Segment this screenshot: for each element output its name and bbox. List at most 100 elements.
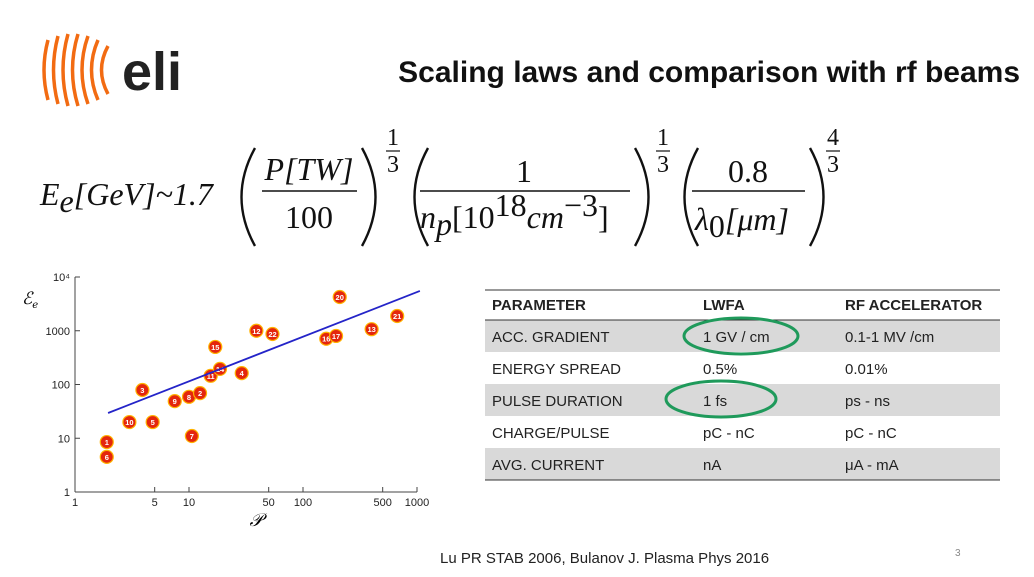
x-tick-label: 50	[263, 497, 275, 509]
point-label: 3	[140, 386, 144, 395]
point-label: 10	[125, 418, 133, 427]
point	[122, 414, 137, 430]
point	[328, 328, 344, 344]
table-cell: pC - nC	[845, 425, 897, 442]
y-tick-label: 1	[64, 487, 70, 499]
table-cell: ps - ns	[845, 393, 890, 410]
point-label: 20	[336, 293, 344, 302]
x-tick-label: 1	[72, 497, 78, 509]
x-tick-label: 10	[183, 497, 195, 509]
table-cell: 0.01%	[845, 361, 888, 378]
paren	[360, 147, 377, 247]
fraction-den: λ0[μm]	[694, 201, 789, 244]
point	[364, 322, 379, 337]
point	[249, 323, 264, 338]
table-cell: PULSE DURATION	[492, 393, 623, 410]
point	[145, 414, 160, 430]
table-header: LWFA	[703, 297, 745, 314]
table-cell: 0.5%	[703, 361, 737, 378]
paren	[240, 147, 257, 247]
x-axis-label: 𝒫	[250, 510, 268, 531]
exp-den: 3	[387, 152, 399, 178]
point-label: 21	[393, 312, 401, 321]
x-tick-label: 500	[374, 497, 392, 509]
table-cell: ACC. GRADIENT	[492, 329, 610, 346]
highlight	[682, 316, 800, 356]
fraction-num: P[TW]	[264, 151, 354, 187]
formula-lhs: Ee[GeV]~1.7	[39, 176, 215, 219]
x-tick-label: 5	[152, 497, 158, 509]
fraction-den: 100	[285, 199, 333, 235]
scatter-chart: 1 5 10 50 100 500 1000110100100010⁴𝒫ℰe16103597…	[22, 272, 429, 531]
point	[332, 289, 347, 305]
point	[99, 449, 114, 464]
paren	[808, 147, 825, 247]
point-label: 16	[322, 335, 330, 344]
citation: Lu PR STAB 2006, Bulanov J. Plasma Phys …	[440, 550, 769, 567]
table-cell: pC - nC	[703, 425, 755, 442]
paren	[633, 147, 650, 247]
point-label: 1	[105, 438, 109, 447]
y-tick-label: 10⁴	[53, 272, 70, 284]
point-label: 4	[240, 369, 245, 378]
point	[135, 382, 150, 398]
exp-num: 1	[387, 125, 399, 151]
y-tick-label: 1000	[46, 326, 70, 338]
row-shade	[485, 384, 1000, 416]
y-tick-label: 100	[52, 380, 70, 392]
exp-den: 3	[657, 152, 669, 178]
fraction-num: 1	[516, 153, 532, 189]
y-tick-label: 10	[58, 433, 70, 445]
logo-text: eli	[122, 42, 182, 102]
page-number: 3	[955, 548, 961, 559]
paren	[683, 147, 700, 247]
y-axis-label: ℰe	[22, 289, 38, 311]
point	[208, 339, 223, 355]
table-cell: AVG. CURRENT	[492, 457, 604, 474]
point-label: 8	[187, 393, 191, 402]
fraction-num: 0.8	[728, 153, 768, 189]
row-shade	[485, 320, 1000, 352]
x-tick-label: 1000	[405, 497, 429, 509]
point-label: 12	[252, 327, 260, 336]
table-cell: μA - mA	[845, 457, 899, 474]
row-shade	[485, 448, 1000, 480]
table-cell: 1 GV / cm	[703, 329, 770, 346]
point-label: 15	[211, 343, 219, 352]
comparison-table: PARAMETER LWFA RF ACCELERATOR ACC. GRADIENT…	[485, 289, 1000, 481]
point	[99, 434, 114, 450]
point	[184, 428, 199, 444]
exp-num: 4	[827, 125, 839, 151]
table-header: PARAMETER	[492, 297, 586, 314]
exp-num: 1	[657, 125, 669, 151]
table-cell: 0.1-1 MV /cm	[845, 329, 934, 346]
point	[234, 365, 249, 381]
point-label: 2	[198, 389, 202, 398]
point-label: 6	[105, 453, 109, 462]
point-label: 17	[332, 332, 340, 341]
point-label: 22	[268, 330, 276, 339]
x-tick-label: 100	[294, 497, 312, 509]
formula: Ee[GeV]~1.7 P[TW] 100 1 3 1 np[1018cm−3]…	[39, 125, 840, 247]
point	[390, 308, 405, 324]
table-header: RF ACCELERATOR	[845, 297, 982, 314]
point-label: 7	[190, 432, 194, 441]
point-label: 5	[151, 418, 155, 427]
point	[265, 326, 280, 342]
fit-line	[107, 290, 421, 414]
exp-den: 3	[827, 152, 839, 178]
paren	[413, 147, 430, 247]
fraction-den: np[1018cm−3]	[420, 187, 609, 242]
table-cell: CHARGE/PULSE	[492, 425, 610, 442]
slide-title: Scaling laws and comparison with rf beam…	[398, 56, 1020, 89]
point-label: 9	[173, 397, 177, 406]
logo-mark	[42, 33, 110, 107]
table-cell: ENERGY SPREAD	[492, 361, 621, 378]
highlight	[664, 379, 778, 419]
point-label: 11	[207, 372, 215, 381]
table-cell: 1 fs	[703, 393, 727, 410]
point	[192, 386, 208, 401]
point-label: 13	[367, 325, 375, 334]
point	[167, 394, 182, 409]
